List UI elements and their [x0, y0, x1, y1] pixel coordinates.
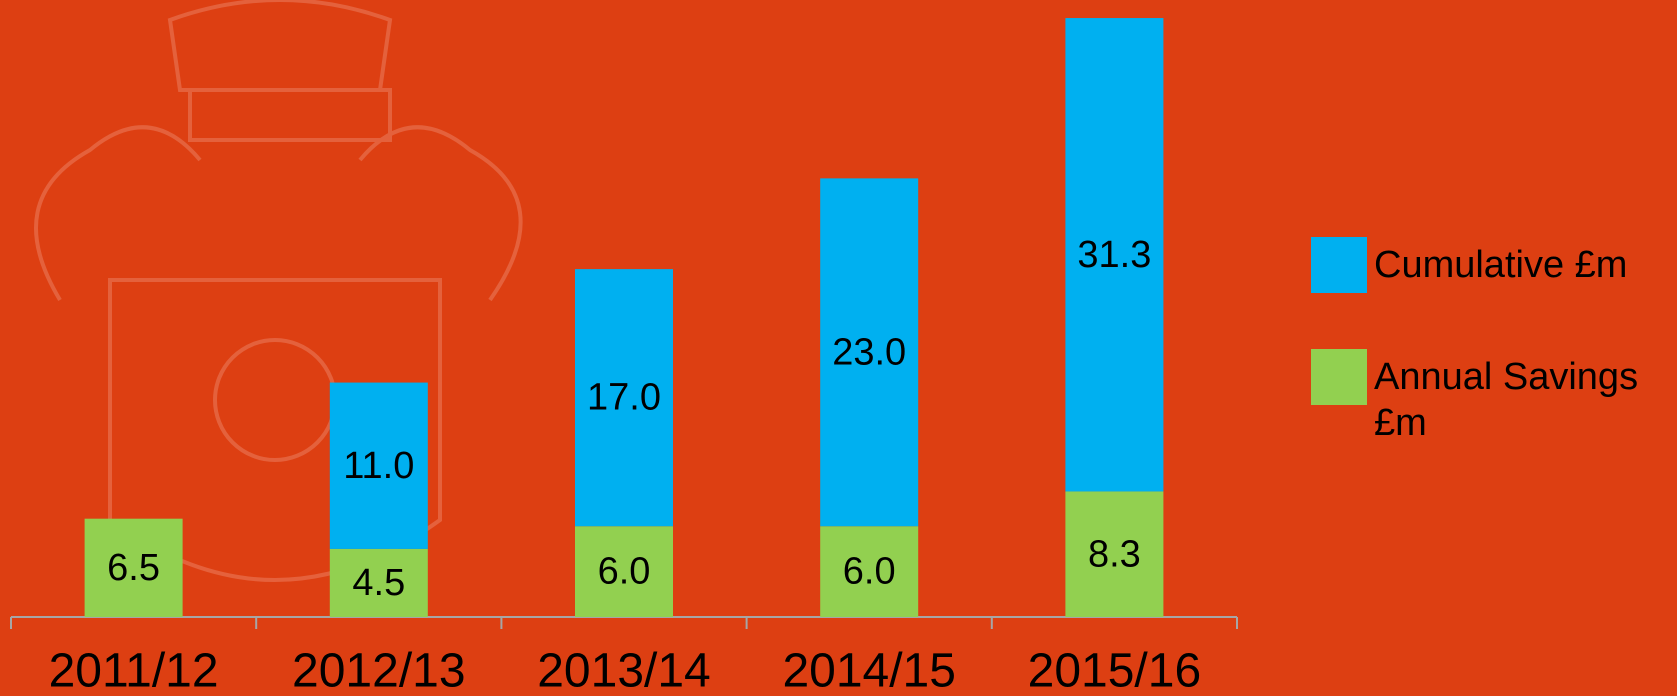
x-tick-label: 2011/12 [49, 645, 219, 696]
data-label: 23.0 [832, 331, 906, 373]
data-label: 6.0 [598, 551, 651, 593]
data-label: 11.0 [343, 445, 414, 487]
crest-watermark [34, 0, 523, 582]
bar-segment [1065, 491, 1164, 617]
bar-segment [820, 178, 919, 527]
data-label: 8.3 [1088, 533, 1141, 575]
x-tick-label: 2013/14 [537, 645, 711, 696]
bar-segment [329, 382, 428, 549]
bar-segment [575, 269, 673, 527]
x-tick-label: 2012/13 [292, 645, 466, 696]
bar-segment [575, 526, 673, 617]
legend-swatch [1311, 237, 1367, 293]
data-label: 4.5 [352, 562, 405, 604]
data-label: 6.0 [843, 551, 896, 593]
bar-segment [1065, 18, 1164, 492]
bar-segment [84, 518, 183, 617]
legend-label: Annual Savings £m [1374, 356, 1639, 444]
x-tick-label: 2014/15 [782, 645, 956, 696]
bar-segment [820, 526, 919, 617]
data-label: 17.0 [587, 377, 661, 419]
legend-label: Cumulative £m [1374, 244, 1628, 286]
legend-swatch [1311, 349, 1367, 405]
data-label: 31.3 [1077, 234, 1151, 276]
bar-segment [329, 548, 428, 617]
x-tick-label: 2015/16 [1028, 645, 1202, 696]
data-label: 6.5 [107, 547, 160, 589]
